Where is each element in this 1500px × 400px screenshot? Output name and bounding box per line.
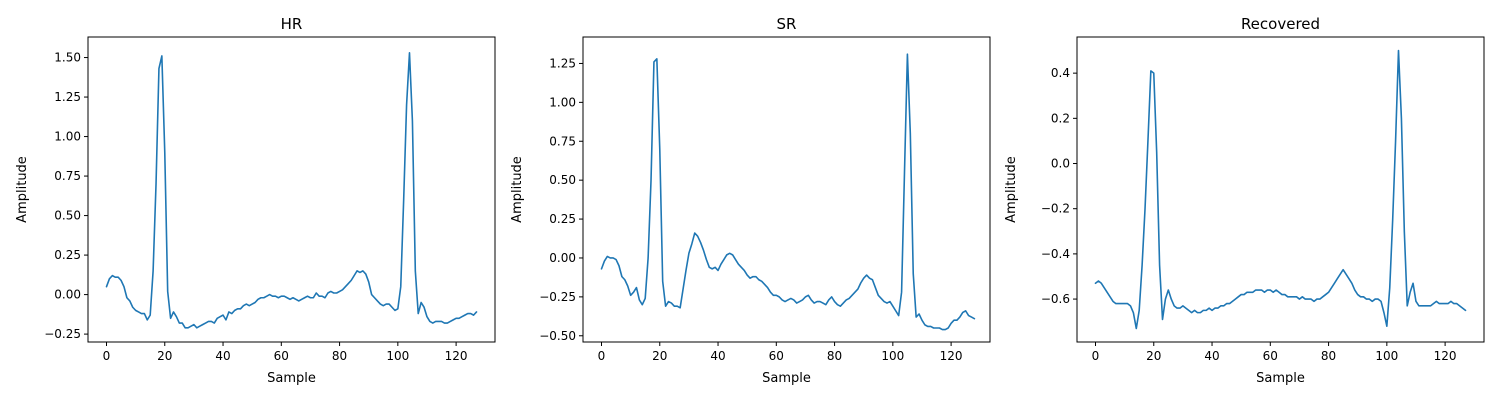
sr-x-tick-label: 40 <box>710 349 725 363</box>
hr-x-tick-label: 120 <box>445 349 468 363</box>
sr-y-tick-label: 0.00 <box>549 251 576 265</box>
hr-y-tick-label: 0.75 <box>54 169 81 183</box>
recovered-y-tick-label: 0.2 <box>1051 111 1070 125</box>
sr-y-axis-label: Amplitude <box>510 156 525 223</box>
sr-y-tick-label: 0.50 <box>549 173 576 187</box>
recovered-x-tick-label: 100 <box>1375 349 1398 363</box>
recovered-x-tick-label: 40 <box>1204 349 1219 363</box>
recovered-x-tick-label: 80 <box>1321 349 1336 363</box>
recovered-y-tick-label: 0.0 <box>1051 157 1070 171</box>
recovered-x-tick-label: 20 <box>1146 349 1161 363</box>
sr-series-line <box>600 53 976 331</box>
recovered-y-tick-label: −0.4 <box>1041 247 1070 261</box>
recovered-axes-frame <box>1076 36 1485 343</box>
hr-x-tick-label: 80 <box>332 349 347 363</box>
hr-series-line <box>105 51 478 329</box>
sr-y-tick-label: −0.50 <box>539 329 576 343</box>
recovered-title: Recovered <box>1241 15 1320 33</box>
recovered-panel: 0 20 40 60 80 100 120 −0.6 −0.4 −0.2 0.0 0.2 0.4 Reco… <box>1004 15 1485 386</box>
sr-x-tick-label: 20 <box>652 349 667 363</box>
sr-axes-frame <box>582 36 991 343</box>
sr-y-tick-label: 0.25 <box>549 212 576 226</box>
hr-y-tick-label: −0.25 <box>44 327 81 341</box>
recovered-x-tick-label: 120 <box>1434 349 1457 363</box>
hr-y-tick-label: 1.25 <box>54 90 81 104</box>
sr-x-tick-label: 60 <box>769 349 784 363</box>
hr-x-tick-label: 40 <box>215 349 230 363</box>
sr-x-axis-label: Sample <box>762 371 811 386</box>
hr-title: HR <box>281 15 303 33</box>
recovered-x-tick-label: 0 <box>1092 349 1100 363</box>
hr-y-tick-label: 0.00 <box>54 288 81 302</box>
sr-y-tick-label: −0.25 <box>539 290 576 304</box>
hr-x-tick-label: 20 <box>157 349 172 363</box>
recovered-x-axis-label: Sample <box>1256 371 1305 386</box>
hr-x-axis-label: Sample <box>267 371 316 386</box>
recovered-y-tick-label: −0.6 <box>1041 292 1070 306</box>
hr-panel: 0 20 40 60 80 100 120 −0.25 0.00 0.25 0.50 0.75 1.00… <box>15 15 496 386</box>
hr-y-tick-label: 0.25 <box>54 248 81 262</box>
hr-x-tick-label: 60 <box>274 349 289 363</box>
sr-panel: 0 20 40 60 80 100 120 −0.50 −0.25 0.00 0.25 0.50 0.7… <box>510 15 991 386</box>
sr-y-tick-label: 1.25 <box>549 56 576 70</box>
hr-axes-frame <box>87 36 496 343</box>
hr-y-tick-label: 1.50 <box>54 51 81 65</box>
recovered-series-line <box>1094 49 1467 330</box>
hr-y-axis-label: Amplitude <box>15 156 30 223</box>
sr-x-tick-label: 80 <box>827 349 842 363</box>
hr-x-tick-label: 0 <box>103 349 111 363</box>
sr-y-tick-label: 0.75 <box>549 134 576 148</box>
hr-y-tick-label: 0.50 <box>54 209 81 223</box>
hr-y-tick-label: 1.00 <box>54 130 81 144</box>
recovered-y-tick-label: −0.2 <box>1041 202 1070 216</box>
recovered-x-tick-label: 60 <box>1263 349 1278 363</box>
recovered-y-axis-label: Amplitude <box>1004 156 1019 223</box>
sr-x-tick-label: 0 <box>598 349 606 363</box>
sr-x-tick-label: 100 <box>881 349 904 363</box>
recovered-y-tick-label: 0.4 <box>1051 66 1070 80</box>
sr-title: SR <box>777 15 797 33</box>
sr-x-tick-label: 120 <box>940 349 963 363</box>
sr-y-tick-label: 1.00 <box>549 95 576 109</box>
hr-x-tick-label: 100 <box>386 349 409 363</box>
